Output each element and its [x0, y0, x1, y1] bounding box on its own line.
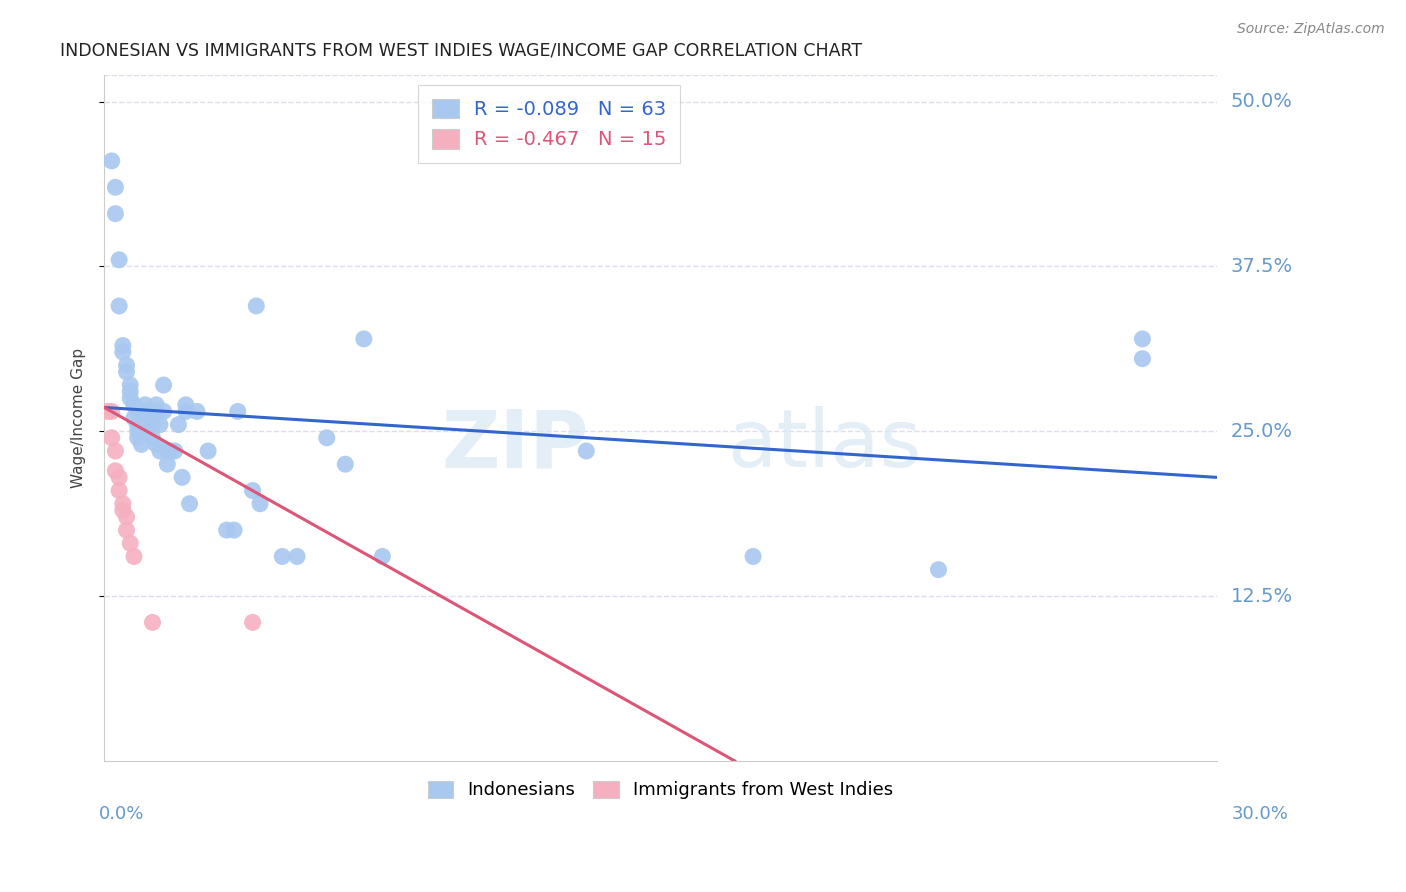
Point — [120, 536, 142, 550]
Point — [115, 509, 138, 524]
Point — [131, 411, 153, 425]
Point — [111, 338, 134, 352]
Point — [174, 398, 197, 412]
Point — [122, 398, 145, 412]
Point — [186, 404, 208, 418]
Point — [108, 299, 131, 313]
Point — [100, 404, 122, 418]
Point — [179, 497, 201, 511]
Point — [104, 444, 127, 458]
Text: INDONESIAN VS IMMIGRANTS FROM WEST INDIES WAGE/INCOME GAP CORRELATION CHART: INDONESIAN VS IMMIGRANTS FROM WEST INDIE… — [60, 42, 862, 60]
Point — [271, 549, 294, 564]
Point — [115, 523, 138, 537]
Point — [97, 404, 120, 418]
Point — [127, 424, 149, 438]
Point — [163, 444, 186, 458]
Point — [160, 444, 183, 458]
Point — [120, 384, 142, 399]
Point — [353, 332, 375, 346]
Point — [108, 470, 131, 484]
Point — [104, 180, 127, 194]
Point — [122, 411, 145, 425]
Point — [742, 549, 765, 564]
Text: 30.0%: 30.0% — [1232, 805, 1289, 823]
Point — [226, 404, 249, 418]
Text: atlas: atlas — [727, 407, 921, 484]
Point — [249, 497, 271, 511]
Point — [134, 398, 156, 412]
Point — [122, 549, 145, 564]
Point — [145, 404, 167, 418]
Point — [127, 417, 149, 432]
Point — [111, 497, 134, 511]
Point — [108, 483, 131, 498]
Point — [149, 417, 172, 432]
Text: ZIP: ZIP — [441, 407, 588, 484]
Point — [156, 444, 179, 458]
Point — [115, 365, 138, 379]
Point — [215, 523, 238, 537]
Point — [111, 503, 134, 517]
Point — [104, 207, 127, 221]
Point — [285, 549, 308, 564]
Point — [138, 417, 160, 432]
Text: Source: ZipAtlas.com: Source: ZipAtlas.com — [1237, 22, 1385, 37]
Point — [141, 615, 163, 630]
Text: 37.5%: 37.5% — [1230, 257, 1292, 276]
Point — [120, 378, 142, 392]
Point — [335, 457, 357, 471]
Point — [138, 411, 160, 425]
Y-axis label: Wage/Income Gap: Wage/Income Gap — [72, 348, 86, 488]
Text: 0.0%: 0.0% — [98, 805, 143, 823]
Legend: Indonesians, Immigrants from West Indies: Indonesians, Immigrants from West Indies — [420, 773, 900, 806]
Point — [242, 483, 264, 498]
Point — [152, 378, 174, 392]
Point — [104, 464, 127, 478]
Text: 12.5%: 12.5% — [1230, 587, 1292, 606]
Point — [172, 470, 194, 484]
Point — [145, 398, 167, 412]
Point — [1132, 351, 1154, 366]
Point — [141, 417, 163, 432]
Point — [100, 153, 122, 168]
Point — [156, 457, 179, 471]
Point — [197, 444, 219, 458]
Point — [245, 299, 267, 313]
Point — [134, 404, 156, 418]
Text: 50.0%: 50.0% — [1230, 92, 1292, 112]
Point — [927, 563, 949, 577]
Point — [134, 424, 156, 438]
Point — [115, 359, 138, 373]
Point — [149, 444, 172, 458]
Point — [131, 417, 153, 432]
Point — [1132, 332, 1154, 346]
Point — [167, 417, 190, 432]
Point — [141, 431, 163, 445]
Point — [108, 252, 131, 267]
Point — [100, 431, 122, 445]
Point — [315, 431, 337, 445]
Point — [127, 404, 149, 418]
Point — [127, 431, 149, 445]
Point — [371, 549, 394, 564]
Point — [145, 437, 167, 451]
Point — [111, 345, 134, 359]
Point — [174, 404, 197, 418]
Text: 25.0%: 25.0% — [1230, 422, 1292, 441]
Point — [131, 437, 153, 451]
Point — [222, 523, 245, 537]
Point — [242, 615, 264, 630]
Point — [152, 404, 174, 418]
Point — [120, 391, 142, 405]
Point — [575, 444, 598, 458]
